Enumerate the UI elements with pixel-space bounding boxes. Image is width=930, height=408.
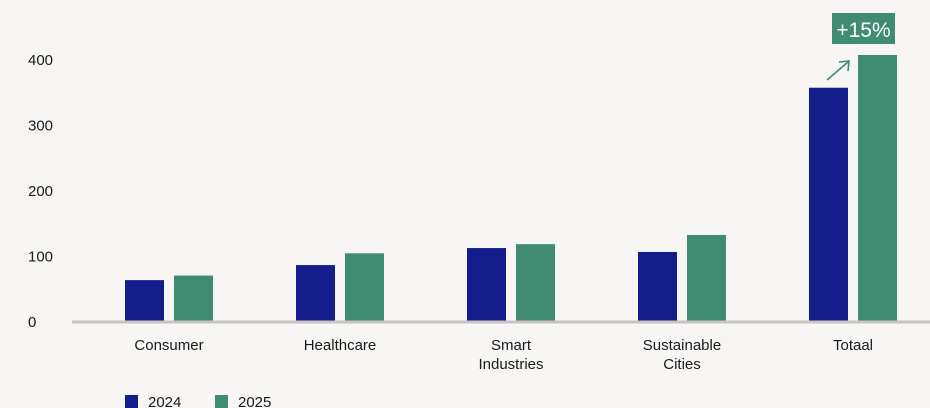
x-tick-label-line: Industries: [478, 356, 543, 373]
x-tick-label-line: Healthcare: [304, 337, 377, 354]
x-tick-label: Sustainable Cities: [643, 337, 721, 373]
legend-swatch-2025: [215, 395, 228, 408]
bar-2024-3: [638, 251, 677, 322]
x-tick-label: Totaal: [833, 337, 873, 354]
y-tick-label: 400: [28, 52, 53, 69]
annotation-badge: [832, 13, 895, 44]
bar-2025-0: [174, 275, 213, 322]
x-tick-label: Healthcare: [304, 337, 377, 354]
arrow-up-right-icon: [826, 61, 849, 81]
bar-2024-2: [467, 248, 506, 322]
bar-2025-2: [516, 244, 555, 322]
y-tick-label: 300: [28, 118, 53, 135]
bar-2024-1: [296, 265, 335, 322]
y-tick-label: 200: [28, 183, 53, 200]
arrow-head-icon: [838, 60, 850, 72]
bar-2024-4: [809, 87, 848, 323]
x-tick-label-line: Sustainable: [643, 337, 721, 354]
x-tick-label-line: Totaal: [833, 337, 873, 354]
annotation-text: +15%: [836, 19, 890, 42]
x-tick-label-line: Consumer: [134, 337, 203, 354]
x-tick-label: Consumer: [134, 337, 203, 354]
legend-label: 2025: [238, 394, 271, 408]
legend-swatch-2024: [125, 395, 138, 408]
legend-label: 2024: [148, 394, 181, 408]
bar-2024-0: [125, 280, 164, 322]
x-tick-label: Smart Industries: [478, 337, 543, 373]
x-tick-label-line: Cities: [663, 356, 701, 373]
bar-2025-1: [345, 253, 384, 322]
bar-2025-3: [687, 234, 726, 322]
bar-2025-4: [858, 55, 897, 322]
x-tick-label-line: Smart: [491, 337, 532, 354]
y-tick-label: 0: [28, 314, 36, 331]
y-tick-label: 100: [28, 249, 53, 266]
